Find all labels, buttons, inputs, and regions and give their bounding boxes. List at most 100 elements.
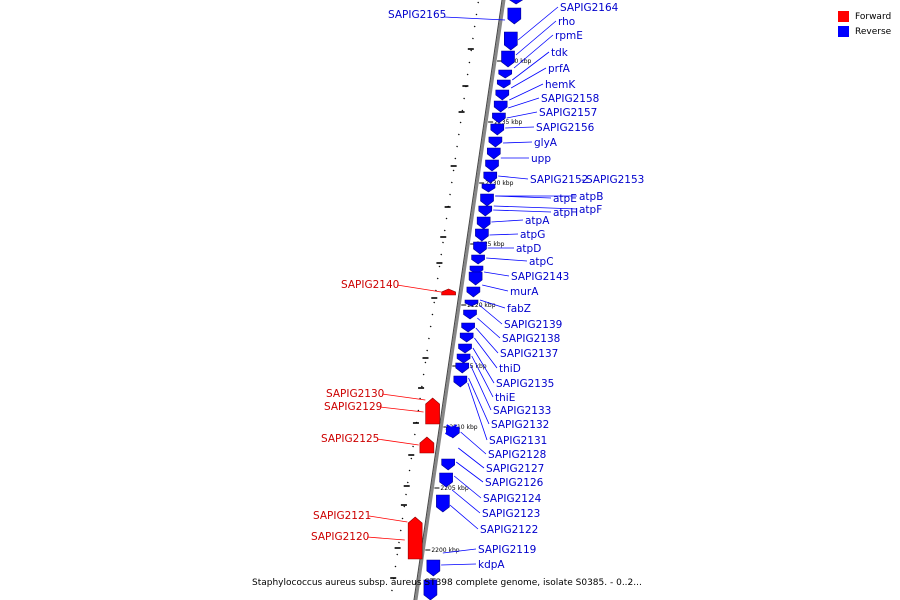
ruler-dot: [449, 193, 451, 196]
reverse-label-leader: [491, 219, 524, 223]
reverse-label-leader: [489, 233, 519, 236]
reverse-label-leader: [468, 377, 490, 425]
reverse-gene-chevron: [446, 424, 458, 430]
scale-tick-label: 2205 kbp: [440, 485, 468, 492]
ruler-dot: [419, 397, 422, 400]
reverse-gene-label: upp: [531, 153, 551, 165]
reverse-label-leader: [512, 51, 550, 81]
reverse-gene-chevron: [445, 428, 457, 434]
reverse-gene-block: [495, 89, 510, 101]
reverse-gene-block: [504, 31, 518, 51]
scale-tick-label: 2215 kbp: [458, 363, 486, 370]
ruler-dot: [427, 337, 430, 340]
label-joiner: -: [581, 174, 585, 186]
reverse-label-leader: [486, 257, 528, 262]
reverse-gene-block: [463, 309, 477, 320]
ruler-dot: [459, 121, 462, 124]
reverse-gene-block: [498, 69, 513, 79]
reverse-gene-label: SAPIG2126: [485, 477, 544, 489]
ruler-dot: [468, 61, 471, 64]
reverse-label-leader: [453, 475, 482, 499]
reverse-label-leader: [443, 16, 506, 21]
reverse-label-leader: [442, 548, 477, 554]
ruler-dot: [417, 409, 420, 412]
ruler-dot: [470, 49, 473, 52]
ruler-dot: [433, 301, 436, 304]
forward-gene-block: [419, 436, 435, 454]
reverse-gene-block: [496, 79, 511, 89]
scale-tick-label: 2235 kbp: [494, 119, 522, 126]
reverse-gene-block: [486, 147, 501, 160]
ruler-dot: [426, 349, 429, 352]
reverse-gene-label: SAPIG2133: [493, 405, 551, 417]
reverse-gene-label: atpD: [516, 243, 541, 255]
reverse-gene-block: [468, 271, 483, 286]
forward-gene-label: SAPIG2121: [313, 510, 371, 522]
scale-tick-label: 2225 kbp: [476, 241, 504, 248]
ruler-dot: [475, 13, 478, 16]
reverse-gene-label: atpG: [520, 229, 545, 241]
ruler-dot: [422, 373, 425, 376]
reverse-gene-label: SAPIG2165: [388, 9, 446, 21]
scale-tick-label: 2240 kbp: [503, 58, 531, 65]
reverse-label-leader: [455, 461, 484, 483]
scale-tick-label: 2210 kbp: [449, 424, 477, 431]
reverse-gene-label: atpF: [579, 204, 602, 216]
forward-label-leader: [381, 393, 426, 401]
legend-item-forward: Forward: [838, 9, 891, 24]
forward-gene-block: [441, 288, 456, 296]
ruler-dot: [438, 265, 441, 268]
forward-label-leader: [396, 284, 442, 293]
reverse-gene-block: [507, 7, 522, 25]
reverse-label-leader: [482, 284, 509, 292]
reverse-label-leader: [510, 67, 547, 89]
reverse-label-leader: [493, 209, 552, 213]
reverse-label-leader: [467, 382, 488, 441]
forward-gene-block: [425, 397, 440, 425]
reverse-gene-block: [480, 193, 494, 207]
reverse-gene-block: [488, 136, 503, 148]
ruler-dot: [445, 217, 448, 220]
reverse-label-leader: [474, 337, 498, 369]
reverse-gene-block: [458, 343, 472, 354]
reverse-label-leader: [517, 6, 559, 41]
reverse-label-leader: [471, 355, 494, 398]
forward-label-leader: [366, 536, 405, 541]
reverse-gene-label: rpmE: [555, 30, 583, 42]
ruler-dot: [477, 1, 480, 4]
reverse-gene-block: [455, 362, 470, 374]
reverse-gene-label: kdpA: [478, 559, 505, 571]
reverse-label-leader: [495, 195, 552, 199]
ruler-dot: [473, 25, 476, 28]
reverse-gene-block: [459, 332, 474, 343]
reverse-gene-block: [461, 322, 475, 333]
reverse-label-leader: [503, 141, 533, 144]
ruler-dot: [420, 385, 423, 388]
legend-label-forward: Forward: [855, 11, 892, 22]
forward-label-leader: [368, 515, 408, 523]
reverse-gene-block: [441, 458, 455, 471]
reverse-label-leader: [477, 317, 501, 339]
legend-label-reverse: Reverse: [855, 26, 892, 37]
reverse-label-leader: [472, 347, 495, 384]
ruler-dot: [466, 73, 469, 76]
reverse-label-leader: [505, 126, 535, 129]
reverse-gene-block: [446, 426, 460, 439]
reverse-label-leader: [470, 364, 492, 411]
reverse-gene-block: [426, 559, 441, 577]
ruler-dot: [440, 253, 443, 256]
ruler-dot: [398, 541, 400, 544]
genome-backbone: [414, 0, 506, 600]
ruler-dot: [429, 325, 432, 328]
reverse-gene-label: murA: [510, 286, 539, 298]
reverse-gene-label: atpB: [579, 191, 603, 203]
reverse-label-leader: [479, 304, 503, 325]
reverse-label-leader: [515, 20, 557, 56]
reverse-gene-block: [490, 123, 505, 136]
reverse-gene-label: prfA: [548, 63, 571, 75]
reverse-gene-label: atpC: [529, 256, 554, 268]
reverse-label-leader: [498, 175, 529, 180]
ruler-dot: [396, 553, 399, 556]
reverse-gene-block: [439, 472, 453, 488]
reverse-label-leader: [513, 34, 554, 69]
